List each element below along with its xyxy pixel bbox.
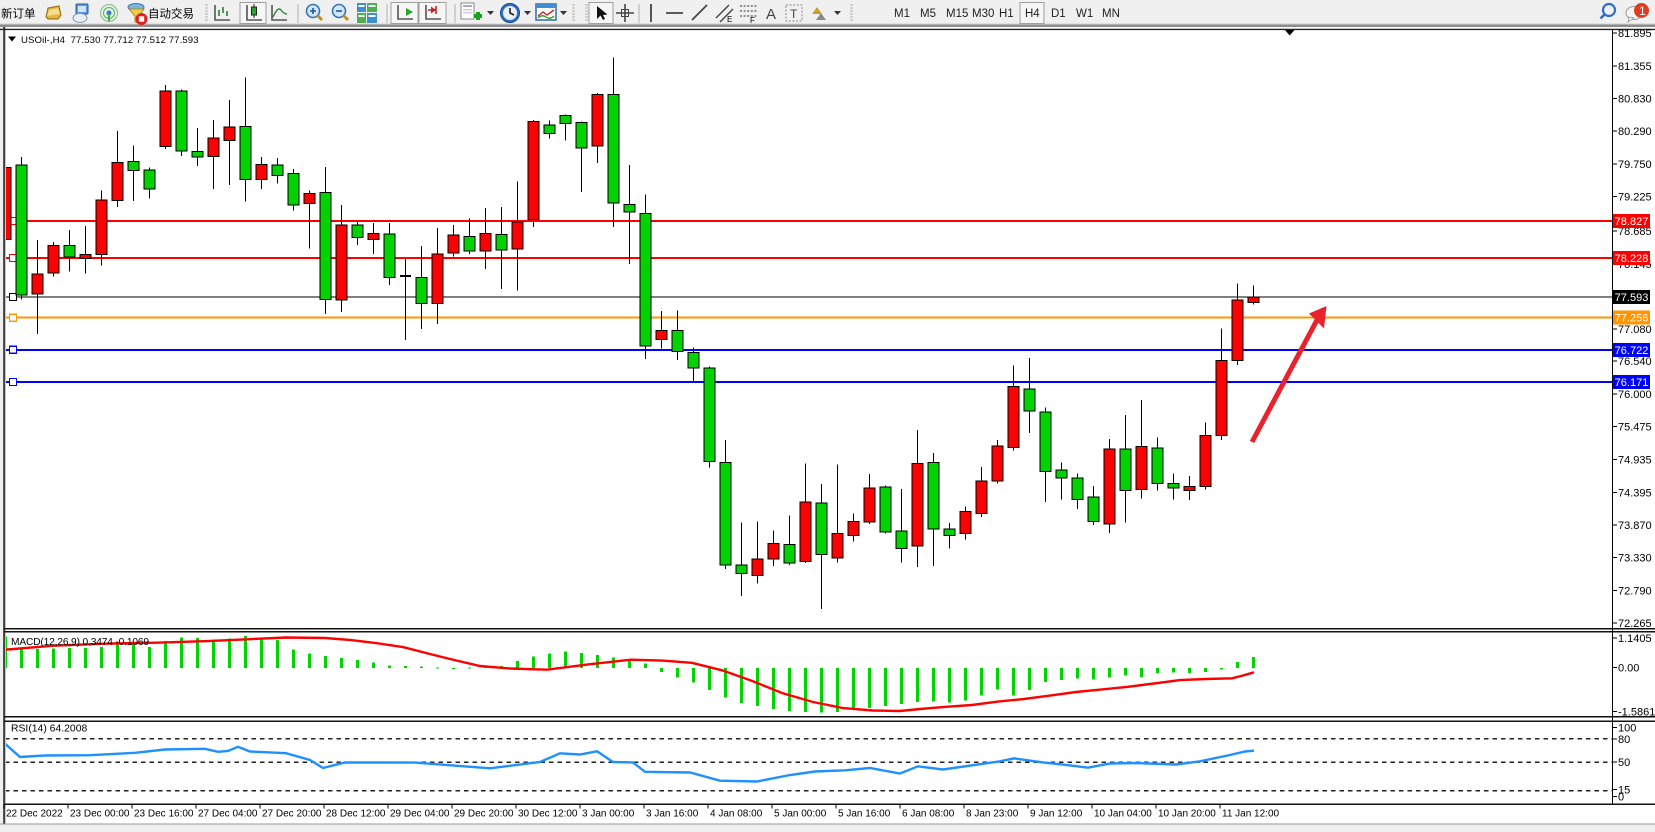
svg-text:80: 80: [1618, 734, 1630, 746]
svg-text:29 Dec 20:00: 29 Dec 20:00: [454, 809, 514, 820]
svg-text:27 Dec 04:00: 27 Dec 04:00: [198, 809, 258, 820]
svg-text:100: 100: [1618, 723, 1636, 735]
svg-text:USOil-,H4 77.530 77.712 77.51: USOil-,H4 77.530 77.712 77.512 77.593: [21, 35, 199, 46]
svg-text:23 Dec 16:00: 23 Dec 16:00: [134, 809, 194, 820]
svg-text:1: 1: [1639, 4, 1646, 18]
svg-text:M15: M15: [946, 8, 968, 20]
svg-text:6 Jan 08:00: 6 Jan 08:00: [902, 809, 955, 820]
svg-text:F: F: [750, 16, 755, 25]
svg-text:77.080: 77.080: [1618, 324, 1652, 336]
svg-text:30 Dec 12:00: 30 Dec 12:00: [518, 809, 578, 820]
svg-text:H1: H1: [999, 8, 1014, 20]
svg-text:76.171: 76.171: [1615, 377, 1649, 389]
svg-text:78.228: 78.228: [1615, 253, 1649, 265]
svg-text:H4: H4: [1025, 8, 1040, 20]
svg-text:MACD(12,26,9) 0.3474 -0.1069: MACD(12,26,9) 0.3474 -0.1069: [11, 637, 149, 648]
svg-text:78.827: 78.827: [1615, 216, 1649, 228]
svg-text:72.265: 72.265: [1618, 618, 1652, 630]
svg-text:M5: M5: [920, 8, 936, 20]
svg-text:15: 15: [1618, 785, 1630, 797]
svg-text:1.1405: 1.1405: [1618, 633, 1652, 645]
svg-text:10 Jan 20:00: 10 Jan 20:00: [1158, 809, 1216, 820]
svg-text:79.225: 79.225: [1618, 192, 1652, 204]
svg-text:28 Dec 12:00: 28 Dec 12:00: [326, 809, 386, 820]
svg-text:81.355: 81.355: [1618, 61, 1652, 73]
svg-text:10 Jan 04:00: 10 Jan 04:00: [1094, 809, 1152, 820]
svg-text:自动交易: 自动交易: [148, 7, 194, 21]
svg-text:-1.5861: -1.5861: [1618, 707, 1655, 719]
svg-text:M30: M30: [972, 8, 994, 20]
svg-text:76.722: 76.722: [1615, 345, 1649, 357]
svg-text:77.593: 77.593: [1615, 292, 1649, 304]
svg-text:73.330: 73.330: [1618, 553, 1652, 565]
svg-text:29 Dec 04:00: 29 Dec 04:00: [390, 809, 450, 820]
svg-text:27 Dec 20:00: 27 Dec 20:00: [262, 809, 322, 820]
svg-text:W1: W1: [1076, 8, 1093, 20]
svg-text:8 Jan 23:00: 8 Jan 23:00: [966, 809, 1019, 820]
svg-text:11 Jan 12:00: 11 Jan 12:00: [1222, 809, 1280, 820]
svg-text:77.256: 77.256: [1615, 313, 1649, 325]
svg-text:D1: D1: [1051, 8, 1066, 20]
svg-text:E: E: [727, 15, 732, 24]
svg-text:3 Jan 00:00: 3 Jan 00:00: [582, 809, 635, 820]
svg-text:22 Dec 2022: 22 Dec 2022: [6, 809, 63, 820]
svg-text:A: A: [766, 6, 776, 23]
svg-text:75.475: 75.475: [1618, 422, 1652, 434]
svg-text:76.000: 76.000: [1618, 389, 1652, 401]
svg-text:0: 0: [1618, 792, 1624, 804]
svg-text:76.540: 76.540: [1618, 356, 1652, 368]
svg-text:79.750: 79.750: [1618, 159, 1652, 171]
svg-text:0.00: 0.00: [1618, 663, 1639, 675]
svg-text:72.790: 72.790: [1618, 586, 1652, 598]
svg-text:5 Jan 16:00: 5 Jan 16:00: [838, 809, 891, 820]
svg-text:74.935: 74.935: [1618, 455, 1652, 467]
svg-text:80.830: 80.830: [1618, 94, 1652, 106]
svg-text:9 Jan 12:00: 9 Jan 12:00: [1030, 809, 1083, 820]
svg-text:78.685: 78.685: [1618, 226, 1652, 238]
svg-text:81.895: 81.895: [1618, 28, 1652, 40]
svg-text:3 Jan 16:00: 3 Jan 16:00: [646, 809, 699, 820]
svg-text:MN: MN: [1102, 8, 1120, 20]
svg-text:74.395: 74.395: [1618, 488, 1652, 500]
svg-text:23 Dec 00:00: 23 Dec 00:00: [70, 809, 130, 820]
svg-text:新订单: 新订单: [1, 7, 36, 21]
svg-text:T: T: [790, 7, 798, 21]
svg-text:M1: M1: [894, 8, 910, 20]
svg-text:50: 50: [1618, 757, 1630, 769]
svg-text:RSI(14) 64.2008: RSI(14) 64.2008: [11, 724, 87, 735]
svg-text:5 Jan 00:00: 5 Jan 00:00: [774, 809, 827, 820]
svg-text:80.290: 80.290: [1618, 126, 1652, 138]
svg-text:4 Jan 08:00: 4 Jan 08:00: [710, 809, 763, 820]
svg-text:73.870: 73.870: [1618, 520, 1652, 532]
